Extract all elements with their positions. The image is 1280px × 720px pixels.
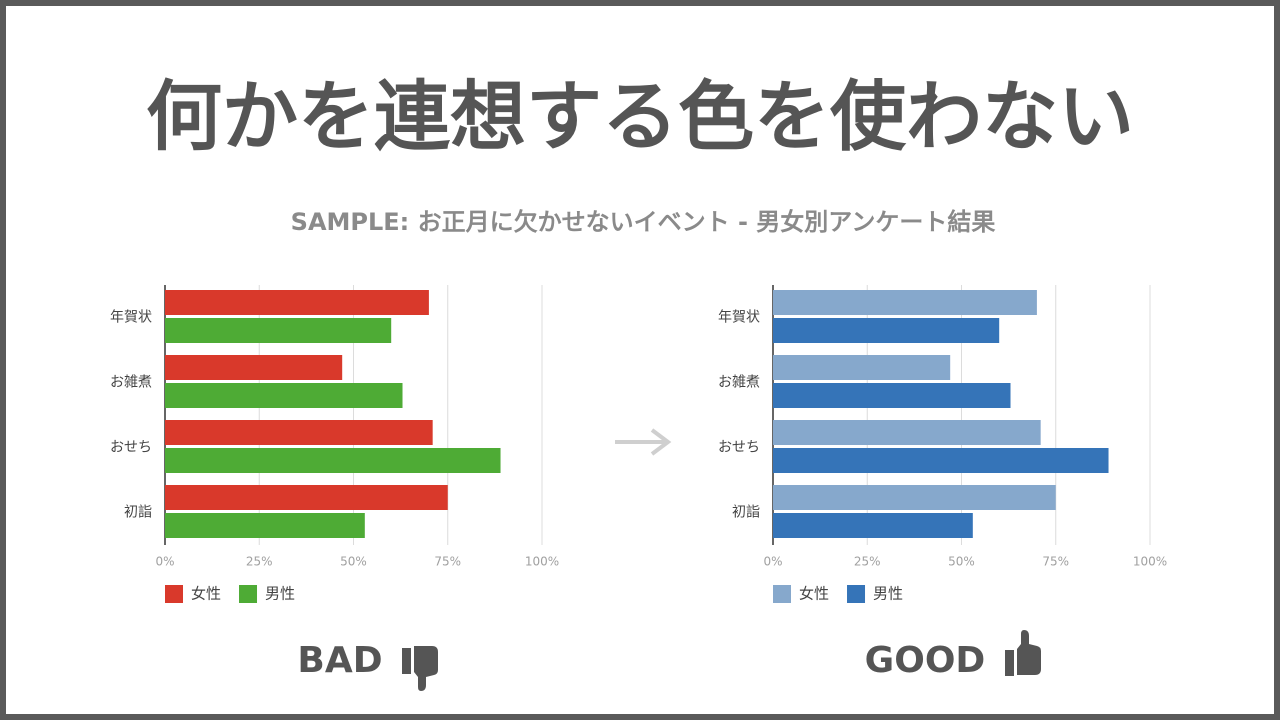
legend-label: 男性 (873, 585, 903, 603)
x-tick-label: 25% (854, 555, 881, 569)
thumbs-up-icon (1005, 630, 1041, 676)
thumbs-down-icon (402, 646, 438, 691)
bar (165, 420, 433, 445)
bar (773, 485, 1056, 510)
y-tick-label: お雑煮 (718, 375, 760, 391)
legend-label: 男性 (265, 585, 295, 603)
y-tick-label: おせち (718, 440, 760, 456)
legend-swatch (847, 585, 866, 603)
legend-swatch (239, 585, 258, 603)
bar (165, 318, 392, 343)
x-tick-label: 75% (1042, 555, 1069, 569)
y-tick-label: おせち (110, 440, 152, 456)
slide-subtitle: SAMPLE: お正月に欠かせないイベント - 男女別アンケート結果 (291, 208, 996, 236)
x-tick-label: 0% (763, 555, 782, 569)
x-tick-label: 75% (434, 555, 461, 569)
bar (773, 290, 1037, 315)
y-tick-label: 初詣 (124, 504, 152, 521)
y-tick-label: お雑煮 (110, 375, 152, 391)
bar (773, 318, 1000, 343)
bar (773, 513, 973, 538)
y-tick-label: 年賀状 (110, 310, 152, 326)
chart-caption: GOOD (865, 640, 986, 681)
x-tick-label: 100% (525, 555, 559, 569)
bar (165, 290, 429, 315)
x-tick-label: 0% (155, 555, 174, 569)
bar (773, 355, 951, 380)
bar (773, 420, 1041, 445)
slide-title: 何かを連想する色を使わない (146, 72, 1134, 161)
chart-caption: BAD (297, 640, 382, 681)
arrow (615, 428, 672, 456)
bar (165, 383, 403, 408)
bar (165, 513, 365, 538)
bar (165, 355, 343, 380)
y-tick-label: 年賀状 (718, 310, 760, 326)
bar (773, 383, 1011, 408)
x-tick-label: 100% (1133, 555, 1167, 569)
x-tick-label: 50% (948, 555, 975, 569)
bar (165, 485, 448, 510)
bar (773, 448, 1109, 473)
legend-label: 女性 (191, 585, 221, 603)
x-tick-label: 50% (340, 555, 367, 569)
bar (165, 448, 501, 473)
legend-swatch (773, 585, 791, 603)
legend-label: 女性 (799, 585, 829, 603)
legend-swatch (165, 585, 183, 603)
y-tick-label: 初詣 (732, 504, 760, 521)
x-tick-label: 25% (246, 555, 273, 569)
